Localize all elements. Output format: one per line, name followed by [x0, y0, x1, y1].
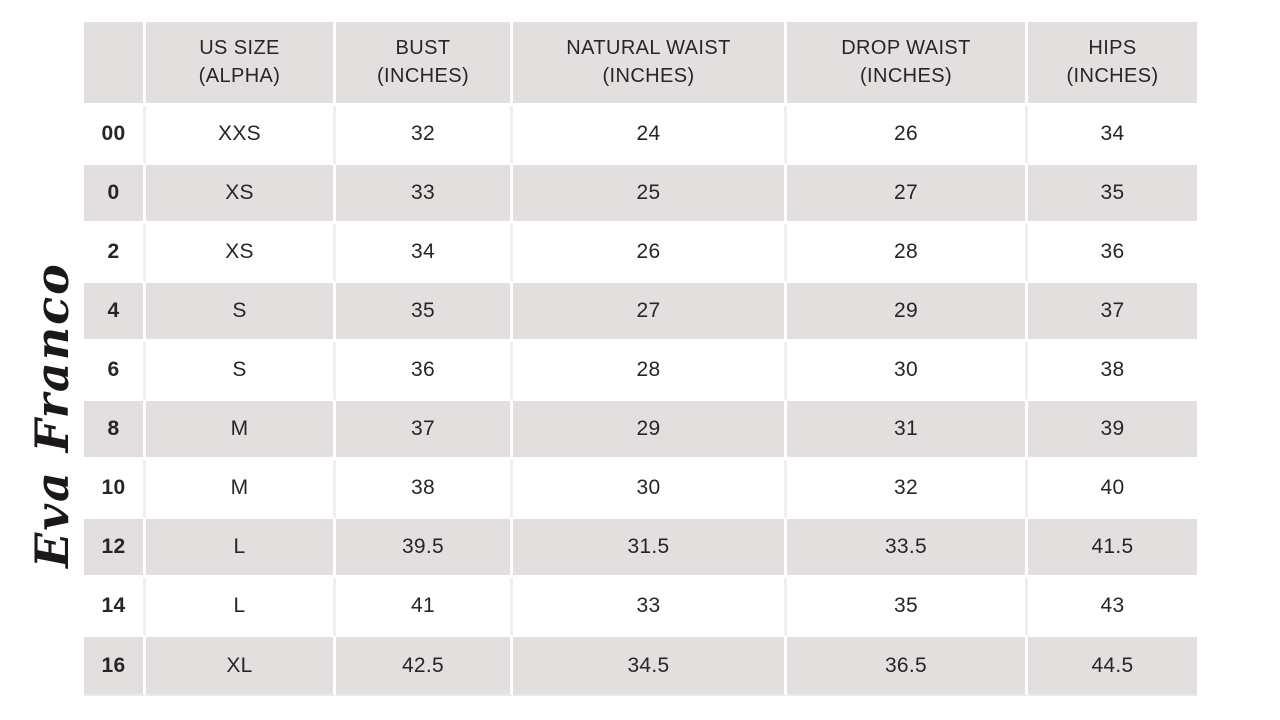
measurement-cell: 33 — [513, 578, 787, 637]
measurement-cell: 44.5 — [1028, 637, 1197, 696]
column-header: HIPS (INCHES) — [1028, 22, 1197, 106]
size-chart-table: US SIZE (ALPHA) BUST (INCHES) NATURAL WAIS… — [84, 22, 1197, 696]
measurement-cell: 41 — [336, 578, 513, 637]
measurement-cell: 41.5 — [1028, 519, 1197, 578]
measurement-cell: 34.5 — [513, 637, 787, 696]
measurement-cell: 29 — [513, 401, 787, 460]
measurement-cell: 31 — [787, 401, 1028, 460]
measurement-cell: XL — [146, 637, 336, 696]
column-header: NATURAL WAIST (INCHES) — [513, 22, 787, 106]
table-row: 4 S 35 27 29 37 — [84, 283, 1197, 342]
column-header: DROP WAIST (INCHES) — [787, 22, 1028, 106]
measurement-cell: 34 — [336, 224, 513, 283]
measurement-cell: 33 — [336, 165, 513, 224]
measurement-cell: XS — [146, 165, 336, 224]
brand-logo-text: Eva Franco — [25, 262, 79, 568]
corner-cell — [84, 22, 146, 106]
us-size-cell: 12 — [84, 519, 146, 578]
measurement-cell: 24 — [513, 106, 787, 165]
measurement-cell: M — [146, 460, 336, 519]
measurement-cell: 32 — [336, 106, 513, 165]
us-size-cell: 4 — [84, 283, 146, 342]
measurement-cell: L — [146, 578, 336, 637]
measurement-cell: S — [146, 342, 336, 401]
column-header: US SIZE (ALPHA) — [146, 22, 336, 106]
measurement-cell: 37 — [1028, 283, 1197, 342]
measurement-cell: 37 — [336, 401, 513, 460]
measurement-cell: 30 — [513, 460, 787, 519]
measurement-cell: 29 — [787, 283, 1028, 342]
table-row: 16 XL 42.5 34.5 36.5 44.5 — [84, 637, 1197, 696]
us-size-cell: 00 — [84, 106, 146, 165]
column-header: BUST (INCHES) — [336, 22, 513, 106]
table-row: 0 XS 33 25 27 35 — [84, 165, 1197, 224]
us-size-cell: 16 — [84, 637, 146, 696]
us-size-cell: 2 — [84, 224, 146, 283]
measurement-cell: L — [146, 519, 336, 578]
measurement-cell: 43 — [1028, 578, 1197, 637]
measurement-cell: 36 — [1028, 224, 1197, 283]
table-row: 10 M 38 30 32 40 — [84, 460, 1197, 519]
measurement-cell: 31.5 — [513, 519, 787, 578]
measurement-cell: 33.5 — [787, 519, 1028, 578]
table-header: US SIZE (ALPHA) BUST (INCHES) NATURAL WAIS… — [84, 22, 1197, 106]
measurement-cell: 34 — [1028, 106, 1197, 165]
measurement-cell: 36 — [336, 342, 513, 401]
measurement-cell: 42.5 — [336, 637, 513, 696]
us-size-cell: 8 — [84, 401, 146, 460]
measurement-cell: 30 — [787, 342, 1028, 401]
measurement-cell: 38 — [1028, 342, 1197, 401]
header-row: US SIZE (ALPHA) BUST (INCHES) NATURAL WAIS… — [84, 22, 1197, 106]
measurement-cell: 27 — [787, 165, 1028, 224]
measurement-cell: 27 — [513, 283, 787, 342]
measurement-cell: 35 — [1028, 165, 1197, 224]
us-size-cell: 6 — [84, 342, 146, 401]
measurement-cell: 25 — [513, 165, 787, 224]
us-size-cell: 0 — [84, 165, 146, 224]
measurement-cell: 26 — [513, 224, 787, 283]
table-row: 00 XXS 32 24 26 34 — [84, 106, 1197, 165]
measurement-cell: 36.5 — [787, 637, 1028, 696]
measurement-cell: 28 — [513, 342, 787, 401]
measurement-cell: 28 — [787, 224, 1028, 283]
measurement-cell: 38 — [336, 460, 513, 519]
measurement-cell: 39 — [1028, 401, 1197, 460]
measurement-cell: 26 — [787, 106, 1028, 165]
table-row: 14 L 41 33 35 43 — [84, 578, 1197, 637]
us-size-cell: 10 — [84, 460, 146, 519]
measurement-cell: XS — [146, 224, 336, 283]
measurement-cell: 40 — [1028, 460, 1197, 519]
measurement-cell: S — [146, 283, 336, 342]
measurement-cell: 39.5 — [336, 519, 513, 578]
table-row: 6 S 36 28 30 38 — [84, 342, 1197, 401]
measurement-cell: M — [146, 401, 336, 460]
measurement-cell: 35 — [336, 283, 513, 342]
table-row: 12 L 39.5 31.5 33.5 41.5 — [84, 519, 1197, 578]
table-body: 00 XXS 32 24 26 34 0 XS 33 25 27 35 2 XS 34 26 28 36 4 S 35 2… — [84, 106, 1197, 696]
measurement-cell: 35 — [787, 578, 1028, 637]
table-row: 2 XS 34 26 28 36 — [84, 224, 1197, 283]
measurement-cell: 32 — [787, 460, 1028, 519]
measurement-cell: XXS — [146, 106, 336, 165]
table-row: 8 M 37 29 31 39 — [84, 401, 1197, 460]
us-size-cell: 14 — [84, 578, 146, 637]
